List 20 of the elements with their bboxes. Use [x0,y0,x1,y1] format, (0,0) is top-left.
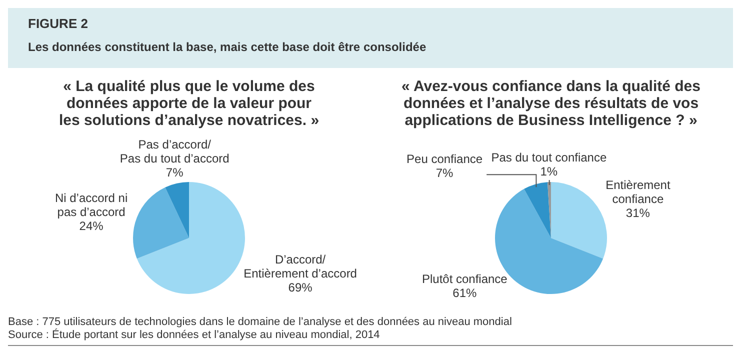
text: FIGURE 2 [28,16,89,31]
slice-label: D’accord/ Entièrement d’accord [244,252,357,280]
text: Les données constituent la base, mais cette base doit être consolidée [28,40,428,54]
data-label: 7% [436,166,454,180]
slice-label: Ni d’accord ni pas d’accord [54,191,128,220]
slice-label: Entièrement confiance [606,178,671,206]
chart-title: « La qualité plus que le volume des données apporte de la valeur pour les solutions d’analyse novatrices. » [58,78,320,131]
data-label: 69% [288,280,313,294]
source-note: Source : Étude portant sur les données et l’analyse au niveau mondial, 2014 [8,329,381,342]
chart-title: « Avez-vous confiance dans la qualité des données et l’analyse des résultats de vos applications de Business Intelligence ? » [400,78,702,131]
data-label: 24% [79,219,104,234]
slice-label: Peu confiance [406,152,483,166]
slice-label: Pas d’accord/ Pas du tout d’accord [120,138,230,166]
data-label: 61% [452,286,477,300]
slice-label: Plutôt confiance [422,272,508,286]
text: Base : 775 utilisateurs de technologies dans le domaine de l’analyse et des données au niveau mondial [8,316,513,328]
slice-label: Pas du tout confiance [491,150,607,164]
data-label: 31% [626,206,650,220]
data-label: 1% [540,164,558,178]
data-label: 7% [166,166,184,180]
